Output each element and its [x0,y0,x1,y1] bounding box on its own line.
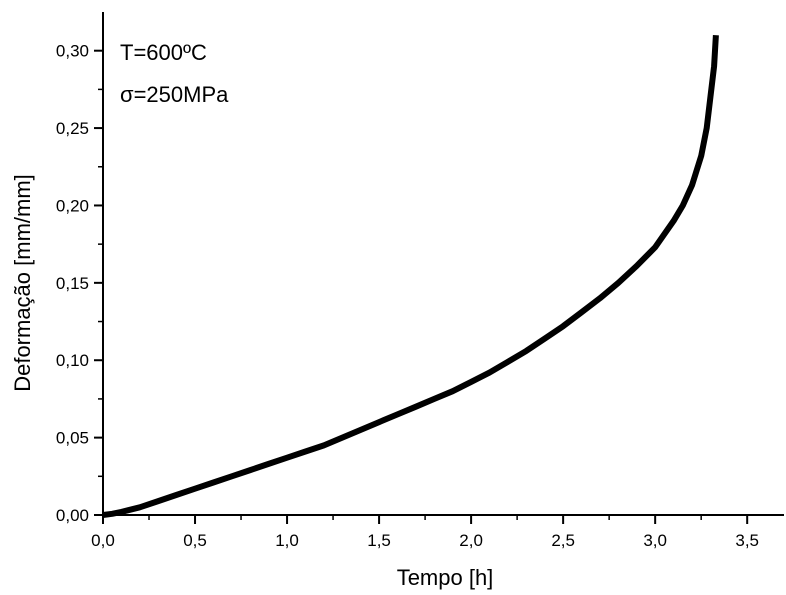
y-tick-label: 0,10 [56,351,89,370]
x-tick-label: 1,5 [367,531,391,550]
y-tick-label: 0,20 [56,196,89,215]
y-tick-label: 0,25 [56,119,89,138]
y-tick-label: 0,00 [56,506,89,525]
x-tick-label: 3,0 [643,531,667,550]
x-tick-label: 2,0 [459,531,483,550]
y-axis: 0,00 0,05 0,10 0,15 0,20 0,25 0,30 [56,12,104,525]
y-tick-label: 0,05 [56,429,89,448]
x-tick-label: 0,0 [91,531,115,550]
series-line-0 [102,35,719,518]
x-tick-label: 3,5 [735,531,759,550]
annotation-temperature: T=600ºC [120,40,207,65]
x-tick-label: 1,0 [275,531,299,550]
y-tick-label: 0,30 [56,42,89,61]
annotation-stress: σ=250MPa [120,82,229,107]
y-tick-label: 0,15 [56,274,89,293]
x-axis: 0,0 0,5 1,0 1,5 2,0 2,5 3,0 3,5 [91,514,784,550]
series-layer [102,35,719,518]
y-axis-title: Deformação [mm/mm] [10,174,35,392]
x-tick-label: 2,5 [551,531,575,550]
x-axis-title: Tempo [h] [397,565,494,590]
x-tick-label: 0,5 [183,531,207,550]
